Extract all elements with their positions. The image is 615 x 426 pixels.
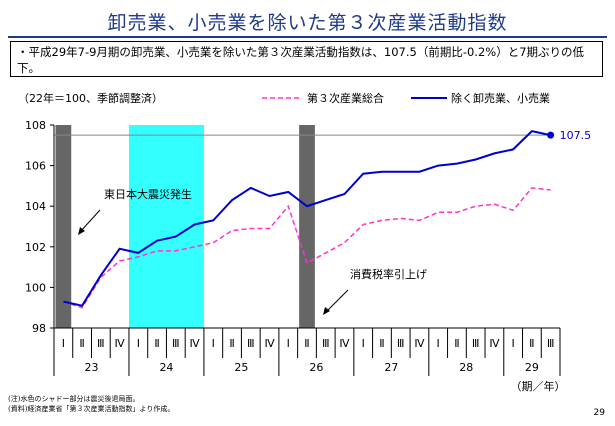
last-value-label: 107.5 xyxy=(560,129,592,142)
y-tick-label: 98 xyxy=(32,322,46,335)
title-underline xyxy=(8,36,607,38)
quarter-label: Ⅰ xyxy=(437,337,440,350)
last-point-marker xyxy=(547,131,555,139)
quarter-label: Ⅱ xyxy=(454,337,459,350)
quarter-label: Ⅲ xyxy=(397,337,405,350)
note-shadow: (注)水色のシャドー部分は震災後退局面。 xyxy=(8,395,140,403)
quarter-label: Ⅲ xyxy=(172,337,180,350)
y-tick-label: 108 xyxy=(25,119,46,132)
quarter-label: Ⅲ xyxy=(97,337,105,350)
year-label: 25 xyxy=(234,361,248,374)
quarter-label: Ⅳ xyxy=(115,337,126,350)
shaded-period-0 xyxy=(55,125,72,328)
quarter-label: Ⅳ xyxy=(489,337,500,350)
arrowhead-tax xyxy=(323,307,330,315)
quarter-label: Ⅰ xyxy=(137,337,140,350)
y-tick-label: 100 xyxy=(25,281,46,294)
quarter-label: Ⅳ xyxy=(414,337,425,350)
quarter-label: Ⅱ xyxy=(529,337,534,350)
series-line-0 xyxy=(63,187,551,309)
annotation-earthquake: 東日本大震災発生 xyxy=(104,187,192,201)
axes xyxy=(50,124,561,376)
shaded-periods xyxy=(55,125,315,328)
shaded-period-2 xyxy=(299,125,315,328)
legend-label-0: 第３次産業総合 xyxy=(307,91,384,105)
year-label: 27 xyxy=(384,361,398,374)
annotation-tax: 消費税率引上げ xyxy=(350,267,427,281)
quarter-label: Ⅱ xyxy=(379,337,384,350)
arrowhead-earthquake xyxy=(78,227,85,235)
annotation-arrow-earthquake xyxy=(79,209,101,233)
y-tick-label: 104 xyxy=(25,200,46,213)
quarter-label: Ⅲ xyxy=(247,337,255,350)
quarter-label: Ⅲ xyxy=(472,337,480,350)
y-tick-label: 106 xyxy=(25,160,46,173)
summary-text: ・平成29年7-9月期の卸売業、小売業を除いた第３次産業活動指数は、107.5（… xyxy=(17,45,585,75)
quarter-label: Ⅰ xyxy=(287,337,290,350)
quarter-label: Ⅰ xyxy=(362,337,365,350)
annotation-arrow-tax xyxy=(325,289,349,313)
quarter-label: Ⅱ xyxy=(304,337,309,350)
series-lines xyxy=(63,97,555,309)
x-axis-label: （期／年） xyxy=(511,379,566,393)
quarter-label: Ⅰ xyxy=(212,337,215,350)
page-number: 29 xyxy=(593,408,605,418)
quarter-label: Ⅲ xyxy=(322,337,330,350)
y-tick-label: 102 xyxy=(25,241,46,254)
year-label: 28 xyxy=(459,361,473,374)
year-label: 29 xyxy=(525,361,539,374)
page-title: 卸売業、小売業を除いた第３次産業活動指数 xyxy=(107,12,508,34)
quarter-label: Ⅱ xyxy=(79,337,84,350)
year-label: 26 xyxy=(309,361,323,374)
quarter-label: Ⅳ xyxy=(264,337,275,350)
summary-box: ・平成29年7-9月期の卸売業、小売業を除いた第３次産業活動指数は、107.5（… xyxy=(10,41,603,77)
year-label: 23 xyxy=(84,361,98,374)
unit-label: （22年＝100、季節調整済） xyxy=(18,91,163,105)
quarter-label: Ⅱ xyxy=(229,337,234,350)
quarter-label: Ⅰ xyxy=(512,337,515,350)
quarter-label: Ⅰ xyxy=(62,337,65,350)
quarter-label: Ⅳ xyxy=(339,337,350,350)
series-line-1 xyxy=(63,130,551,307)
quarter-label: Ⅳ xyxy=(189,337,200,350)
legend-label-1: 除く卸売業、小売業 xyxy=(451,91,550,105)
note-source: (資料)経済産業省「第３次産業活動指数」より作成。 xyxy=(8,405,175,413)
quarter-label: Ⅲ xyxy=(547,337,555,350)
quarter-label: Ⅱ xyxy=(154,337,159,350)
year-label: 24 xyxy=(159,361,173,374)
